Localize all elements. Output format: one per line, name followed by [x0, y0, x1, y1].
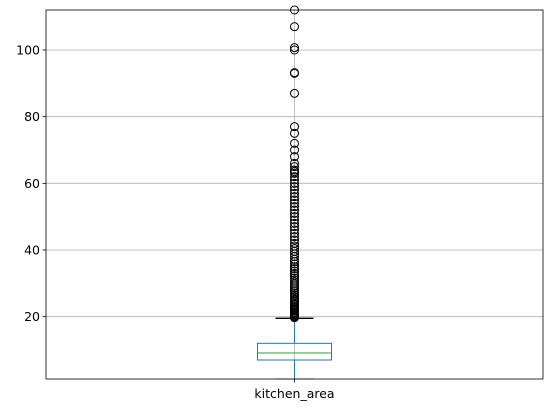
outlier-point	[290, 188, 299, 198]
y-tick-label: 100	[16, 43, 40, 58]
outlier-point	[290, 266, 299, 276]
outlier-point	[290, 162, 299, 172]
outlier-point	[290, 185, 299, 195]
outlier-point	[290, 68, 299, 78]
outlier-point	[290, 271, 299, 281]
outlier-point	[290, 259, 299, 269]
outlier-point	[290, 235, 299, 245]
outlier-point	[290, 222, 299, 232]
outlier-point	[290, 262, 299, 272]
outlier-point	[290, 238, 299, 248]
outlier-point	[290, 43, 299, 53]
outlier-point	[290, 241, 299, 251]
outlier-point	[290, 88, 299, 98]
outlier-point	[290, 145, 299, 155]
outlier-point	[290, 138, 299, 148]
outlier-point	[290, 228, 299, 238]
outlier-point	[290, 268, 299, 278]
outlier-point	[290, 158, 299, 168]
outlier-point	[290, 165, 299, 175]
outlier-point	[290, 244, 299, 254]
outlier-point	[290, 122, 299, 132]
outlier-point	[290, 195, 299, 205]
outlier-points	[290, 5, 299, 323]
x-axis-ticks: kitchen_area	[254, 379, 335, 401]
outlier-point	[290, 208, 299, 218]
y-tick-label: 60	[24, 176, 40, 191]
outlier-point	[290, 212, 299, 222]
outlier-point	[290, 172, 299, 182]
box-plot	[257, 317, 332, 380]
y-tick-label: 40	[24, 243, 40, 258]
iqr-box	[257, 342, 332, 361]
outlier-point	[290, 202, 299, 212]
outlier-point	[290, 178, 299, 188]
y-tick-label: 20	[24, 309, 40, 324]
outlier-point	[290, 232, 299, 242]
y-tick-label: 80	[24, 109, 40, 124]
outlier-point	[290, 218, 299, 228]
outlier-point	[290, 192, 299, 202]
outlier-point	[290, 152, 299, 162]
outlier-point	[290, 215, 299, 225]
outlier-point	[290, 198, 299, 208]
outlier-point	[290, 182, 299, 192]
y-axis-ticks: 20 40 60 80 100	[16, 43, 46, 324]
x-tick-label: kitchen_area	[254, 386, 334, 401]
outlier-point	[290, 225, 299, 235]
outlier-point	[290, 205, 299, 215]
outlier-point	[290, 22, 299, 32]
outlier-point	[290, 45, 299, 55]
outlier-point	[290, 273, 299, 283]
outlier-point	[290, 128, 299, 138]
